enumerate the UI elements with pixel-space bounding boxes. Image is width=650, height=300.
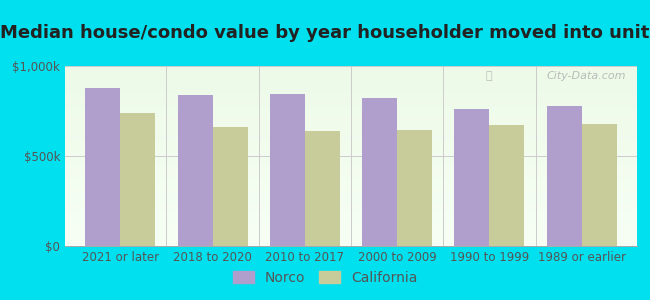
Legend: Norco, California: Norco, California: [227, 265, 423, 290]
Bar: [177, 95, 213, 246]
Bar: [454, 109, 489, 246]
Bar: [582, 124, 617, 246]
Bar: [362, 98, 397, 246]
Text: Median house/condo value by year householder moved into unit: Median house/condo value by year househo…: [0, 24, 650, 42]
Bar: [489, 125, 525, 246]
Bar: [547, 106, 582, 246]
Bar: [85, 88, 120, 246]
Bar: [397, 130, 432, 246]
Text: City-Data.com: City-Data.com: [546, 71, 625, 81]
Bar: [270, 94, 305, 246]
Text: ⓘ: ⓘ: [486, 71, 492, 81]
Bar: [305, 131, 340, 246]
Bar: [120, 113, 155, 246]
Bar: [213, 127, 248, 246]
